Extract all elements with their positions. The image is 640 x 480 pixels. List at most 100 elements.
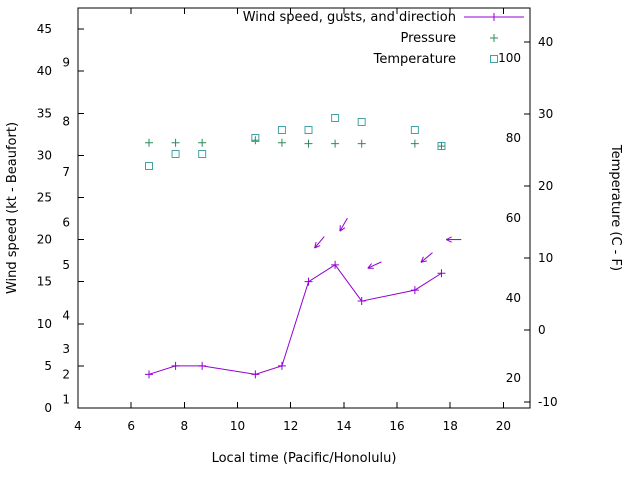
legend-sample-marker (490, 34, 498, 42)
pressure-point (198, 138, 207, 147)
y2-tick-label-celsius: 0 (538, 323, 546, 337)
y-tick-label-beaufort: 6 (62, 216, 70, 230)
temperature-point (198, 150, 207, 158)
x-tick-label: 4 (74, 419, 82, 433)
wind-line (148, 264, 442, 375)
wind-arrow-head (314, 242, 317, 249)
x-tick-label: 14 (336, 419, 351, 433)
wind-point (410, 286, 419, 295)
pressure-point (410, 139, 419, 148)
wind-point (198, 361, 207, 370)
pressure-point (304, 139, 313, 148)
y2-tick-label-celsius: -10 (538, 395, 558, 409)
pressure-point (437, 142, 446, 151)
wind-arrow-shaft (314, 236, 325, 249)
x-tick-label: 16 (389, 419, 404, 433)
wind-point (331, 260, 340, 269)
pressure-point (144, 138, 153, 147)
wind-point (251, 370, 260, 379)
x-tick-label: 20 (496, 419, 511, 433)
plot-border (77, 7, 531, 409)
wind-point (144, 370, 153, 379)
wind-arrow-head (420, 260, 427, 263)
wind-point (171, 361, 180, 370)
temperature-point (410, 126, 419, 134)
y2-tick-label-fahrenheit: 40 (506, 291, 521, 305)
wind-arrow-head (446, 239, 452, 243)
temperature-point (304, 126, 313, 134)
wind-arrow-head (367, 263, 372, 269)
y-axis-right: -10 0 10 20 30 40 20 40 60 80 100 (498, 35, 558, 409)
x-tick-label: 8 (181, 419, 189, 433)
wind-point (357, 297, 366, 306)
y-tick-label-kt: 15 (37, 275, 52, 289)
y-tick-label-beaufort: 7 (62, 165, 70, 179)
y-tick-label-kt: 20 (37, 233, 52, 247)
wind-arrow-head (420, 256, 424, 263)
wind-direction-arrows (314, 217, 462, 269)
wind-arrow-shaft (367, 261, 382, 269)
y-tick-label-beaufort: 5 (62, 258, 70, 272)
series-wind (144, 260, 446, 379)
y2-tick-label-fahrenheit: 100 (498, 51, 521, 65)
temperature-point (277, 126, 286, 134)
pressure-point (331, 139, 340, 148)
temperature-point (144, 162, 153, 170)
wind-arrow-shaft (420, 252, 433, 263)
legend-sample-marker (490, 13, 498, 21)
y-tick-label-kt: 45 (37, 22, 52, 36)
y-tick-label-beaufort: 8 (62, 115, 70, 129)
y-tick-label-beaufort: 9 (62, 56, 70, 70)
wind-point (437, 269, 446, 278)
y2-tick-label-fahrenheit: 60 (506, 211, 521, 225)
legend-sample-marker (490, 55, 498, 63)
legend-label-pressure: Pressure (400, 31, 456, 46)
y-tick-label-beaufort: 1 (62, 393, 70, 407)
legend-label-wind: Wind speed, gusts, and direction (243, 10, 456, 25)
temperature-point (251, 134, 260, 142)
y-tick-label-beaufort: 4 (62, 308, 70, 322)
x-tick-label: 12 (283, 419, 298, 433)
y-tick-label-beaufort: 2 (62, 367, 70, 381)
y2-tick-label-celsius: 30 (538, 107, 553, 121)
y-tick-label-kt: 25 (37, 190, 52, 204)
y-tick-label-kt: 0 (44, 401, 52, 415)
y-axis-label-right: Temperature (C - F) (608, 144, 623, 271)
y2-tick-label-fahrenheit: 80 (506, 131, 521, 145)
legend-label-temperature: Temperature (373, 52, 456, 67)
series-temperature (144, 114, 446, 170)
x-axis: 4 6 8 10 12 14 16 18 20 (74, 8, 511, 433)
y-tick-label-beaufort: 3 (62, 342, 70, 356)
y2-tick-label-celsius: 20 (538, 179, 553, 193)
pressure-point (357, 139, 366, 148)
y-tick-label-kt: 10 (37, 317, 52, 331)
x-tick-label: 6 (127, 419, 135, 433)
temperature-point (357, 118, 366, 126)
wind-point (304, 277, 313, 286)
y-tick-label-kt: 35 (37, 106, 52, 120)
x-tick-label: 18 (443, 419, 458, 433)
y-tick-label-kt: 5 (44, 359, 52, 373)
y2-tick-label-celsius: 10 (538, 251, 553, 265)
wind-arrow-head (314, 245, 321, 249)
temperature-point (331, 114, 340, 122)
wind-arrow-shaft (339, 217, 348, 232)
x-axis-label: Local time (Pacific/Honolulu) (212, 451, 397, 466)
y2-tick-label-fahrenheit: 20 (506, 371, 521, 385)
wind-arrow-head (446, 236, 452, 241)
temperature-point (437, 142, 446, 150)
pressure-point (251, 136, 260, 145)
wind-point (277, 361, 286, 370)
series-pressure (144, 136, 446, 151)
temperature-point (171, 150, 180, 158)
legend: Wind speed, gusts, and direction Pressure… (243, 10, 524, 67)
pressure-point (277, 138, 286, 147)
y-tick-label-kt: 30 (37, 148, 52, 162)
y-tick-label-kt: 40 (37, 64, 52, 78)
y2-tick-label-celsius: 40 (538, 35, 553, 49)
y-axis-label-left: Wind speed (kt - Beaufort) (5, 122, 20, 294)
x-tick-label: 10 (230, 419, 245, 433)
